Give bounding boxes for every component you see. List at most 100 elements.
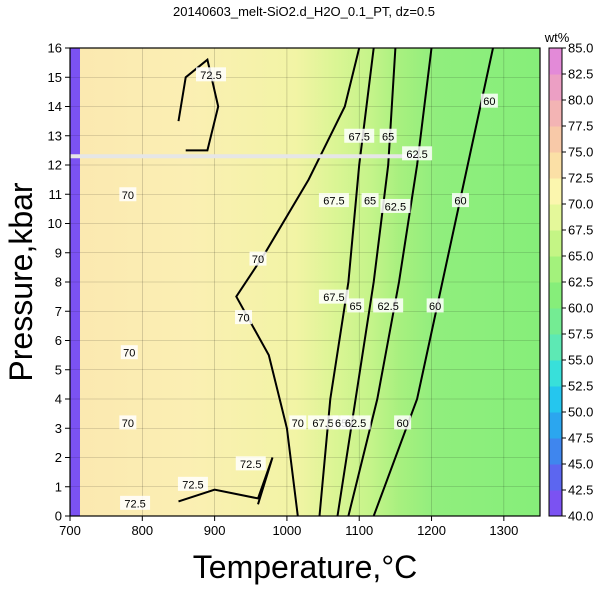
contour-label-bg-3	[402, 146, 433, 161]
x-tick-label-0: 700	[59, 523, 81, 538]
colorbar-tick-label-8: 60.0	[568, 301, 593, 316]
colorbar-tick-label-9: 62.5	[568, 275, 593, 290]
colorbar-swatch-5	[549, 360, 562, 387]
contour-label-2: 65	[382, 131, 394, 143]
x-axis-ticks: 700 800 900 1000 1100 1200 1300	[59, 516, 518, 538]
colorbar-swatches	[549, 48, 562, 517]
contour-label-bg-14	[426, 298, 444, 313]
colorbar-tick-label-12: 70.0	[568, 197, 593, 212]
colorbar-tick-label-11: 67.5	[568, 223, 593, 238]
contour-line-0	[372, 48, 494, 516]
contour-label-bg-19	[394, 415, 412, 430]
contour-label-bg-11	[318, 289, 349, 304]
colorbar-tick-label-6: 55.0	[568, 353, 593, 368]
contour-line-5	[177, 57, 220, 152]
contour-label-8: 60	[454, 196, 466, 208]
contour-line-3	[318, 48, 375, 516]
y-tick-label-2: 2	[55, 450, 62, 465]
colorbar-swatch-3	[549, 412, 562, 439]
y-tick-label-1: 1	[55, 479, 62, 494]
colorbar-tick-label-2: 45.0	[568, 457, 593, 472]
colorbar-tick-label-4: 50.0	[568, 405, 593, 420]
contour-label-bg-6	[361, 193, 379, 208]
contour-label-1: 67.5	[349, 131, 370, 143]
x-tick-label-4: 1100	[345, 523, 373, 538]
contour-label-11: 67.5	[323, 292, 344, 304]
contour-label-bg-25	[120, 345, 138, 360]
contour-label-7: 62.5	[385, 201, 406, 213]
colorbar-swatch-4	[549, 386, 562, 413]
colorbar-tick-label-16: 80.0	[568, 93, 593, 108]
colorbar-swatch-14	[549, 126, 562, 153]
colorbar-tick-label-1: 42.5	[568, 483, 593, 498]
contour-label-bg-18	[340, 415, 371, 430]
contour-label-13: 62.5	[377, 301, 398, 313]
contour-line-1	[347, 48, 433, 516]
contour-label-bg-7	[380, 198, 411, 213]
x-tick-label-3: 1000	[272, 523, 301, 538]
y-tick-label-5: 5	[55, 362, 62, 377]
contour-line-2	[336, 48, 397, 516]
contour-label-bg-2	[379, 128, 397, 143]
contour-label-bg-12	[347, 298, 365, 313]
colorbar-swatch-13	[549, 152, 562, 179]
y-tick-label-13: 13	[48, 128, 62, 143]
y-tick-label-0: 0	[55, 509, 62, 524]
contour-label-0: 72.5	[200, 70, 221, 82]
contour-label-bg-22	[120, 495, 151, 510]
colorbar-tick-label-5: 52.5	[568, 379, 593, 394]
y-tick-label-7: 7	[55, 304, 62, 319]
colorbar-tick-label-0: 40.0	[568, 509, 593, 524]
contour-label-bg-16	[308, 415, 339, 430]
y-tick-label-15: 15	[48, 70, 62, 85]
y-tick-label-3: 3	[55, 421, 62, 436]
contour-label-22: 72.5	[124, 498, 145, 510]
contour-label-24: 70	[122, 418, 134, 430]
contour-label-18: 62.5	[345, 418, 366, 430]
contour-label-bg-8	[451, 193, 469, 208]
colorbar-swatch-0	[549, 490, 562, 517]
contour-label-14: 60	[429, 301, 441, 313]
colorbar-swatch-6	[549, 334, 562, 361]
x-tick-label-6: 1300	[489, 523, 518, 538]
colorbar-unit: wt%	[544, 30, 570, 45]
colorbar-swatch-7	[549, 308, 562, 335]
contour-label-25: 70	[123, 348, 135, 360]
y-tick-label-6: 6	[55, 333, 62, 348]
contour-label-19: 60	[396, 418, 408, 430]
contour-label-bg-1	[344, 128, 375, 143]
chart-title: 20140603_melt-SiO2.d_H2O_0.1_PT, dz=0.5	[173, 4, 435, 19]
colorbar-tick-label-18: 85.0	[568, 41, 593, 56]
y-tick-label-10: 10	[48, 216, 62, 231]
contour-labels: 72.5 67.5 65 62.5 60 67.5 65 62.5 60 70 70 67.5 65 62…	[119, 67, 498, 510]
plot-area: 72.5 67.5 65 62.5 60 67.5 65 62.5 60 70 70 67.5 65 62…	[70, 48, 540, 516]
colorbar-swatch-11	[549, 204, 562, 231]
contour-label-bg-0	[196, 67, 226, 82]
contour-label-23: 70	[122, 190, 134, 202]
contour-label-4: 60	[483, 96, 495, 108]
contour-lines	[177, 48, 494, 516]
contour-label-bg-24	[119, 415, 137, 430]
contour-line-6	[178, 457, 274, 505]
colorbar-swatch-1	[549, 464, 562, 491]
y-tick-label-9: 9	[55, 245, 62, 260]
y-tick-label-14: 14	[48, 99, 62, 114]
colorbar-tick-label-14: 75.0	[568, 145, 593, 160]
colorbar-swatch-2	[549, 438, 562, 465]
grid-lines	[70, 48, 540, 516]
colorbar-swatch-16	[549, 74, 562, 101]
contour-label-9: 70	[252, 254, 264, 266]
contour-label-bg-21	[177, 476, 208, 491]
colorbar-swatch-8	[549, 282, 562, 309]
colorbar-ticks: 40.0 42.5 45.0 47.5 50.0 52.5 55.0 57.5 60.0 62.5…	[562, 41, 593, 524]
contour-label-bg-23	[119, 187, 137, 202]
contour-label-3: 62.5	[406, 149, 427, 161]
contour-label-bg-20	[235, 456, 266, 471]
y-tick-label-4: 4	[55, 392, 62, 407]
contour-label-5: 67.5	[323, 196, 344, 208]
contour-label-bg-9	[249, 251, 267, 266]
x-tick-label-5: 1200	[417, 523, 446, 538]
colorbar-swatch-10	[549, 230, 562, 257]
contour-label-10: 70	[237, 313, 249, 325]
